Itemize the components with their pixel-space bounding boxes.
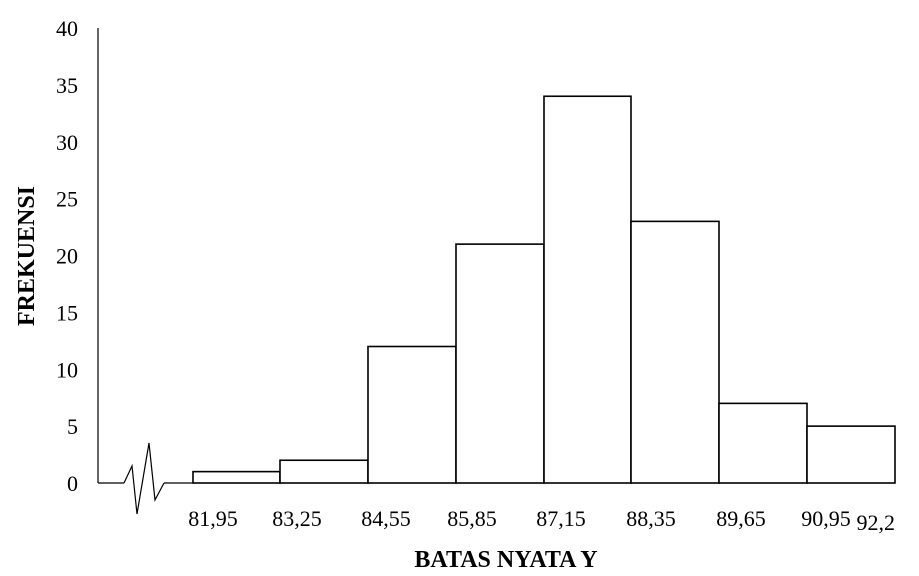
histogram-bar [455,243,545,484]
histogram-bar [192,470,281,484]
y-tick-label: 30 [56,130,78,155]
y-tick-label: 10 [56,357,78,382]
y-tick-label: 15 [56,300,78,325]
y-tick-label: 35 [56,73,78,98]
y-tick-label: 0 [67,471,78,496]
x-tick-label: 84,55 [361,506,411,531]
histogram-bar [718,402,808,484]
y-tick-label: 5 [67,414,78,439]
y-tick-label: 25 [56,187,78,212]
x-tick-labels: 81,95 83,25 84,55 85,85 87,15 88,35 89,65 90,95… [188,506,895,535]
x-tick-label: 85,85 [447,506,497,531]
histogram-bar [806,425,896,484]
bars [192,95,896,484]
x-axis [98,442,193,515]
histogram-bar [367,345,457,484]
x-tick-label: 88,35 [626,506,676,531]
x-tick-label: 89,65 [716,506,766,531]
x-tick-label: 87,15 [536,506,586,531]
x-tick-label: 83,25 [272,506,322,531]
y-tick-label: 20 [56,244,78,269]
axis-break-mark [123,442,165,515]
y-axis-title: FREKUENSI [14,186,40,326]
histogram-bar [630,220,720,484]
histogram-bar [543,95,632,484]
y-tick-label: 40 [56,16,78,41]
x-tick-label: 90,95 [801,506,851,531]
x-tick-label: 81,95 [188,506,238,531]
histogram-bar [279,459,369,484]
x-axis-title: BATAS NYATA Y [414,547,597,573]
y-tick-labels: 0 5 10 15 20 25 30 35 40 [56,16,78,496]
x-tick-label: 92,2 [857,510,896,535]
